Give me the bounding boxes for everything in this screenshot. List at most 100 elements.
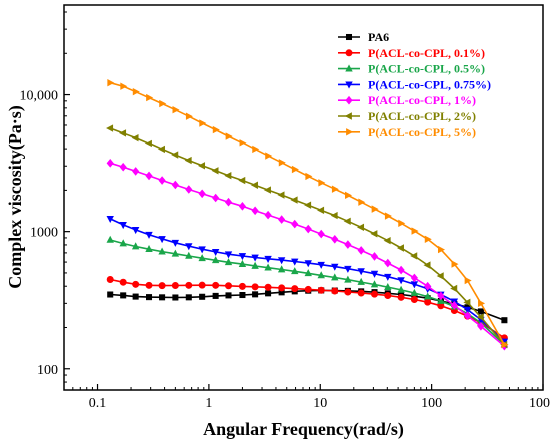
data-point bbox=[451, 260, 459, 268]
data-point bbox=[450, 284, 458, 293]
data-point bbox=[397, 277, 405, 285]
data-point bbox=[304, 201, 312, 209]
data-point bbox=[436, 272, 444, 280]
series-1 bbox=[106, 275, 508, 342]
data-point bbox=[384, 292, 392, 300]
data-point bbox=[198, 254, 206, 262]
data-point bbox=[120, 82, 128, 90]
data-point bbox=[317, 271, 325, 279]
data-point bbox=[277, 265, 286, 273]
data-point bbox=[291, 285, 299, 293]
legend-entry: P(ACL-co-CPL, 1%) bbox=[338, 93, 476, 107]
data-point bbox=[397, 265, 405, 275]
data-point bbox=[304, 269, 312, 277]
data-point bbox=[344, 288, 352, 296]
data-point bbox=[501, 317, 508, 324]
data-point bbox=[238, 202, 247, 211]
data-point bbox=[424, 298, 432, 306]
data-point bbox=[291, 267, 299, 275]
data-point bbox=[107, 79, 115, 87]
legend-label: P(ACL-co-CPL, 0.75%) bbox=[368, 77, 491, 91]
data-point bbox=[239, 139, 247, 147]
data-point bbox=[185, 294, 192, 301]
legend-marker bbox=[345, 33, 353, 41]
data-point bbox=[290, 196, 298, 204]
data-point bbox=[463, 311, 472, 320]
data-point bbox=[278, 159, 286, 167]
data-point bbox=[318, 179, 326, 187]
data-point bbox=[146, 294, 153, 301]
data-point bbox=[331, 185, 339, 193]
data-point bbox=[158, 282, 166, 290]
x-axis-title: Angular Frequency(rad/s) bbox=[203, 419, 404, 440]
data-point bbox=[331, 287, 339, 295]
data-point bbox=[171, 180, 179, 190]
y-tick-label: 1000 bbox=[30, 226, 58, 241]
data-point bbox=[423, 261, 431, 269]
data-point bbox=[501, 340, 509, 349]
data-point bbox=[106, 235, 114, 243]
data-point bbox=[357, 277, 365, 285]
data-point bbox=[185, 185, 193, 194]
data-point bbox=[344, 265, 352, 273]
legend-label: P(ACL-co-CPL, 0.1%) bbox=[368, 46, 485, 60]
legend-entry: PA6 bbox=[338, 30, 389, 44]
data-point bbox=[185, 251, 193, 259]
data-point bbox=[239, 292, 246, 299]
data-point bbox=[158, 236, 166, 244]
data-point bbox=[252, 291, 259, 298]
data-point bbox=[145, 231, 153, 239]
series-line bbox=[110, 289, 505, 321]
data-point bbox=[383, 236, 391, 245]
data-point bbox=[199, 119, 207, 127]
data-point bbox=[145, 245, 153, 253]
data-point bbox=[291, 219, 299, 229]
series-4 bbox=[106, 159, 508, 351]
data-point bbox=[106, 159, 114, 168]
data-point bbox=[264, 210, 272, 220]
data-point bbox=[171, 151, 179, 159]
data-point bbox=[476, 313, 484, 321]
data-point bbox=[131, 133, 139, 142]
data-point bbox=[291, 258, 299, 266]
legend-marker bbox=[346, 128, 354, 136]
data-point bbox=[345, 191, 353, 200]
x-tick-label: 10 bbox=[313, 396, 327, 411]
data-point bbox=[238, 176, 246, 185]
data-point bbox=[252, 145, 260, 154]
data-point bbox=[212, 292, 219, 299]
legend-entry: P(ACL-co-CPL, 5%) bbox=[338, 125, 476, 139]
legend-marker bbox=[345, 64, 353, 72]
data-point bbox=[344, 275, 352, 283]
data-point bbox=[357, 268, 365, 276]
y-tick-label: 10,000 bbox=[20, 89, 59, 104]
data-point bbox=[331, 273, 339, 281]
data-point bbox=[158, 176, 166, 185]
data-point bbox=[251, 283, 259, 291]
data-point bbox=[463, 298, 471, 307]
data-point bbox=[212, 125, 220, 134]
data-point bbox=[371, 290, 379, 298]
data-point bbox=[277, 191, 285, 199]
x-tick-label: 0.1 bbox=[89, 396, 107, 411]
x-tick-label: 100 bbox=[421, 396, 442, 411]
data-point bbox=[370, 270, 379, 278]
data-point bbox=[171, 281, 179, 289]
data-point bbox=[119, 239, 127, 247]
data-point bbox=[357, 246, 365, 255]
data-point bbox=[157, 145, 165, 154]
data-point bbox=[370, 252, 379, 261]
data-point bbox=[171, 239, 180, 247]
data-point bbox=[185, 281, 193, 289]
data-point bbox=[212, 281, 220, 289]
legend-entry: P(ACL-co-CPL, 0.5%) bbox=[338, 62, 485, 76]
data-point bbox=[384, 273, 392, 281]
data-point bbox=[198, 189, 206, 199]
data-point bbox=[411, 227, 419, 235]
legend-entry: P(ACL-co-CPL, 0.1%) bbox=[338, 46, 485, 60]
data-point bbox=[344, 240, 352, 249]
data-point bbox=[158, 247, 166, 255]
data-point bbox=[132, 167, 140, 176]
data-point bbox=[132, 87, 140, 96]
